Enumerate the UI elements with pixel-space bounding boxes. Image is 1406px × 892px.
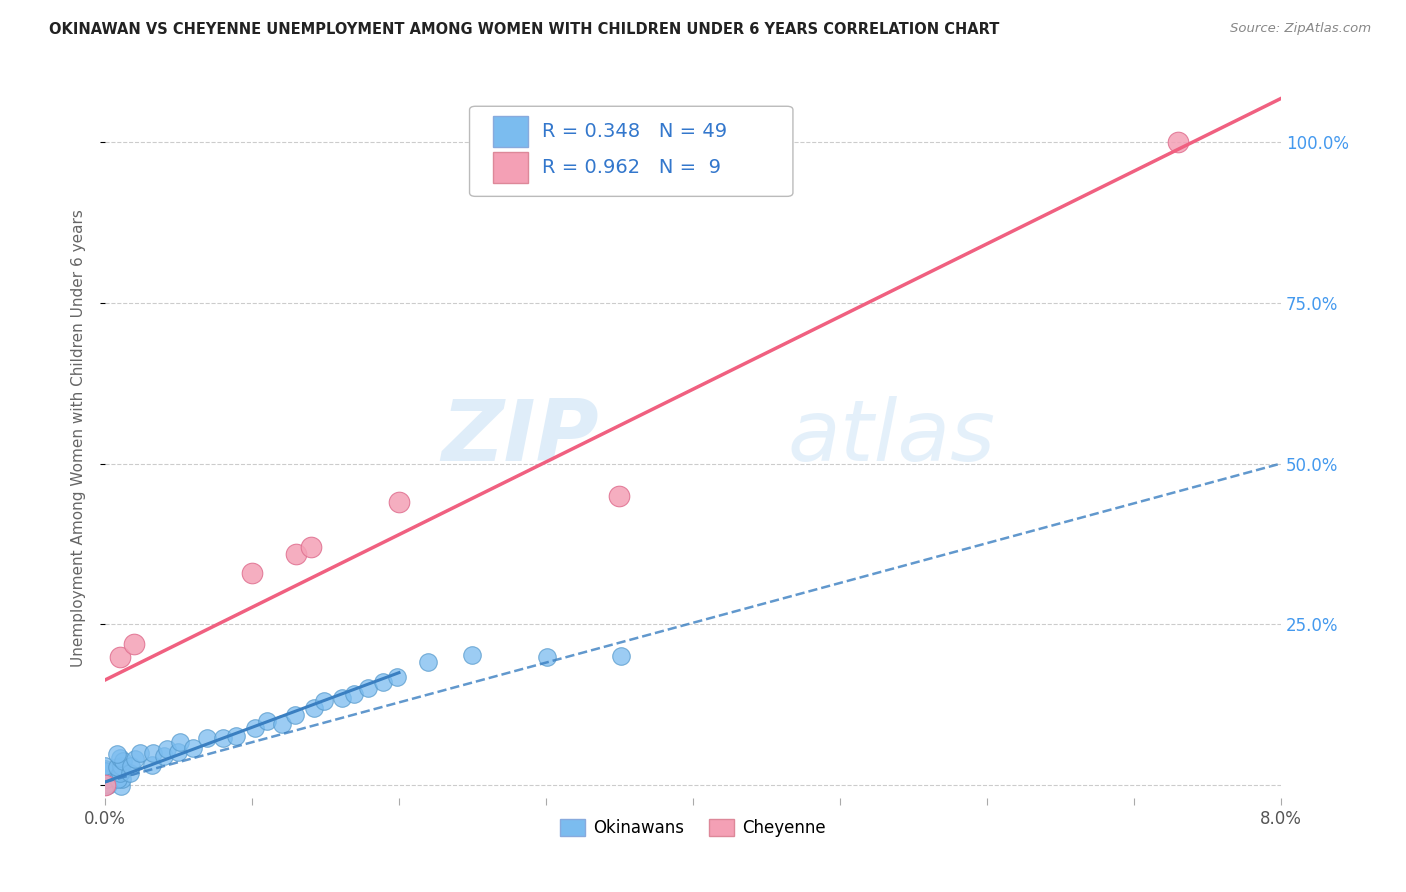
Point <box>128 747 150 761</box>
Point <box>256 714 278 728</box>
Point <box>124 637 146 651</box>
Text: Source: ZipAtlas.com: Source: ZipAtlas.com <box>1230 22 1371 36</box>
Point <box>387 670 409 684</box>
Point <box>153 749 176 764</box>
Point <box>373 675 395 690</box>
Point <box>111 764 134 778</box>
Point <box>108 751 131 765</box>
Point <box>240 566 263 580</box>
Point <box>388 495 411 509</box>
Y-axis label: Unemployment Among Women with Children Under 6 years: Unemployment Among Women with Children U… <box>72 209 86 666</box>
Point <box>169 734 191 748</box>
Point <box>356 681 378 696</box>
Point <box>156 741 179 756</box>
Point <box>243 721 266 735</box>
Point <box>96 778 118 792</box>
Point <box>299 540 322 554</box>
Point <box>94 764 117 779</box>
Point <box>105 747 128 761</box>
Point <box>312 694 335 708</box>
Point <box>94 779 117 793</box>
Point <box>212 731 235 745</box>
Point <box>141 757 163 772</box>
Point <box>110 759 132 773</box>
Point <box>271 716 294 731</box>
Point <box>536 650 558 665</box>
Bar <box>494 153 529 183</box>
Point <box>195 731 218 745</box>
Point <box>285 547 308 561</box>
Point <box>142 746 165 760</box>
Point <box>284 707 307 722</box>
Point <box>225 729 247 743</box>
Point <box>118 765 141 780</box>
Point <box>94 762 117 776</box>
Point <box>416 655 439 669</box>
Point <box>302 700 325 714</box>
Point <box>94 772 117 786</box>
Text: OKINAWAN VS CHEYENNE UNEMPLOYMENT AMONG WOMEN WITH CHILDREN UNDER 6 YEARS CORREL: OKINAWAN VS CHEYENNE UNEMPLOYMENT AMONG … <box>49 22 1000 37</box>
Point <box>97 779 120 793</box>
Point <box>111 772 134 786</box>
Text: atlas: atlas <box>787 396 995 479</box>
Point <box>94 778 117 792</box>
Point <box>609 649 631 664</box>
Point <box>105 759 128 773</box>
Point <box>343 687 366 701</box>
Point <box>181 740 204 755</box>
Point <box>461 648 484 663</box>
Point <box>93 771 115 785</box>
Point <box>111 755 134 769</box>
Point <box>96 777 118 791</box>
Legend: Okinawans, Cheyenne: Okinawans, Cheyenne <box>553 813 832 844</box>
Point <box>609 489 631 503</box>
Bar <box>494 116 529 146</box>
Text: R = 0.348   N = 49: R = 0.348 N = 49 <box>543 122 727 141</box>
Point <box>167 745 190 759</box>
Point <box>108 766 131 780</box>
Point <box>330 690 353 705</box>
Point <box>120 758 142 772</box>
Point <box>90 778 112 792</box>
Point <box>107 772 129 787</box>
Point <box>93 759 115 773</box>
Point <box>1167 135 1189 149</box>
Point <box>110 779 132 793</box>
Text: ZIP: ZIP <box>441 396 599 479</box>
Point <box>124 752 146 766</box>
FancyBboxPatch shape <box>470 106 793 196</box>
Text: R = 0.962   N =  9: R = 0.962 N = 9 <box>543 158 721 177</box>
Point <box>108 649 131 664</box>
